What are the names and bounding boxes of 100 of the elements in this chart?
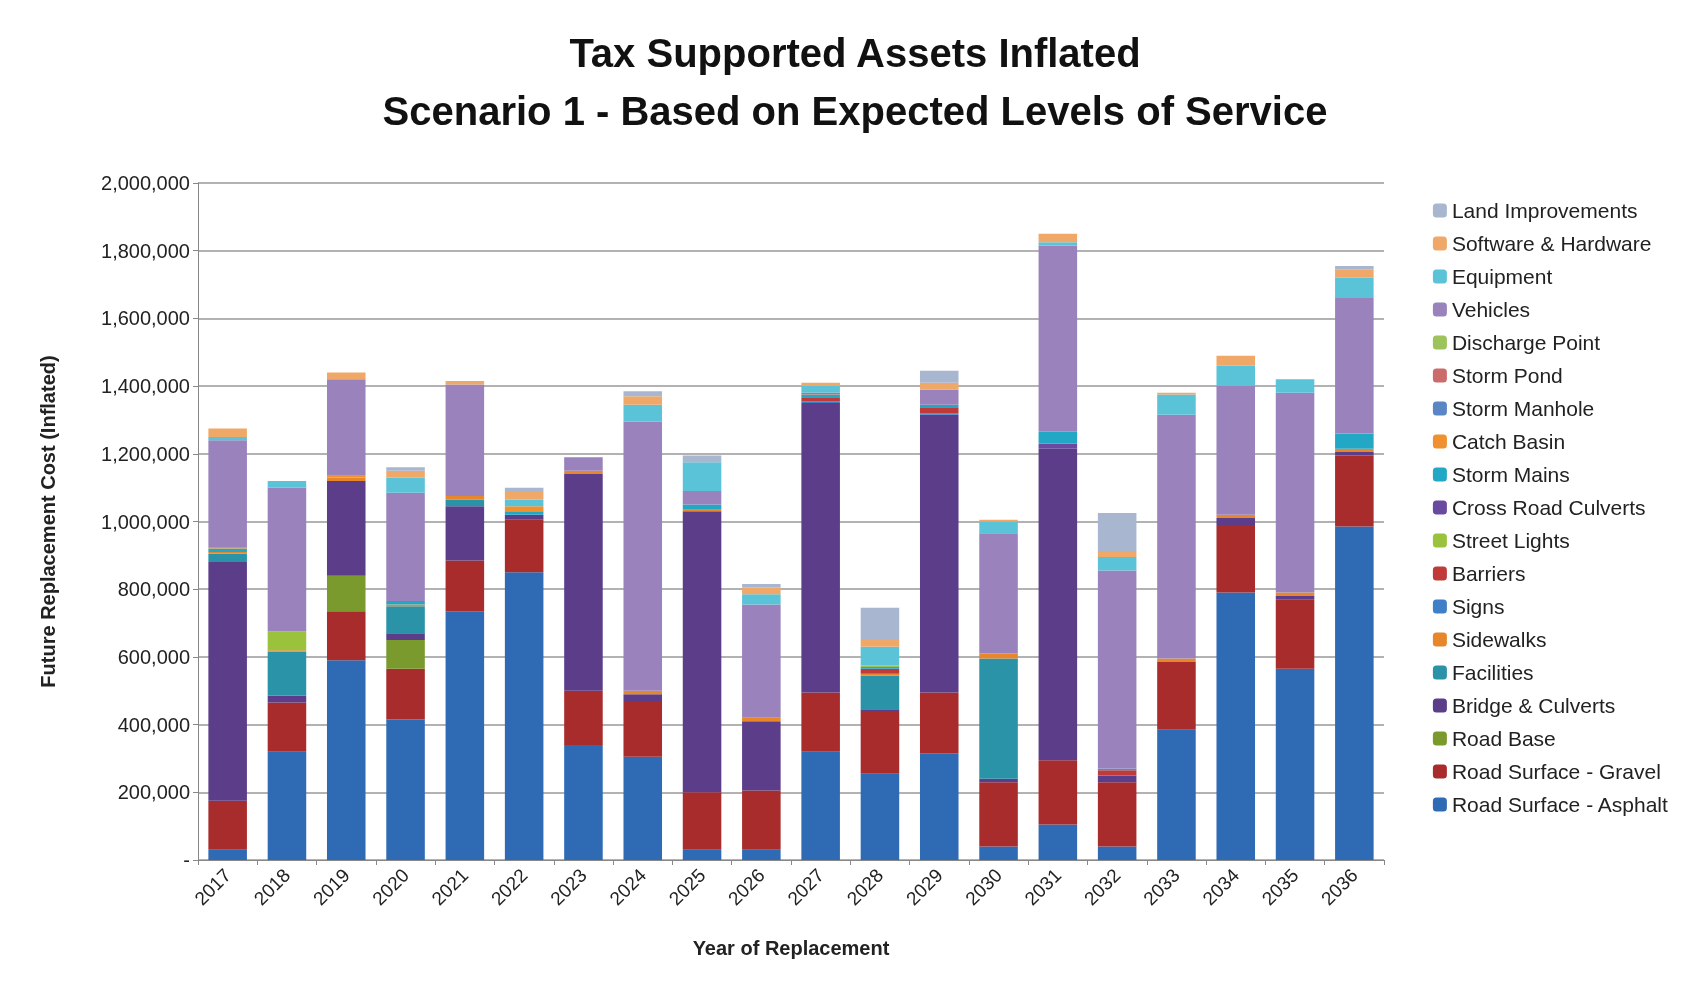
legend-label: Facilities	[1451, 661, 1534, 684]
legend-label: Road Surface - Asphalt	[1451, 793, 1669, 816]
legend-label: Storm Mains	[1451, 463, 1570, 486]
bar	[504, 572, 544, 860]
bar	[267, 631, 307, 651]
bar	[386, 492, 425, 602]
bar	[682, 504, 722, 510]
bar	[267, 695, 307, 703]
legend-label: Barriers	[1451, 562, 1526, 585]
bar	[1216, 514, 1256, 519]
bar	[208, 849, 247, 860]
bar	[742, 721, 781, 791]
bar	[623, 396, 663, 405]
bar	[742, 717, 781, 722]
y-tick-label: 200,000	[117, 781, 190, 804]
bar	[1216, 524, 1256, 593]
bar	[267, 480, 307, 488]
bar	[564, 474, 603, 691]
bar	[919, 692, 959, 754]
bar	[623, 421, 663, 691]
bar	[1038, 431, 1078, 444]
bar	[1097, 557, 1137, 571]
bar	[623, 391, 663, 397]
bar	[979, 533, 1018, 654]
bar	[1097, 551, 1137, 558]
bar	[682, 455, 722, 463]
bar	[919, 404, 959, 409]
bar	[208, 436, 247, 441]
bar	[326, 372, 366, 380]
bar	[801, 386, 840, 393]
bar	[386, 719, 425, 860]
bar	[445, 611, 485, 860]
bar	[1157, 394, 1196, 415]
bar	[504, 511, 544, 515]
y-tick-label: 600,000	[117, 645, 190, 668]
bar	[326, 611, 366, 661]
bar	[386, 606, 425, 634]
legend-label: Cross Road Culverts	[1451, 496, 1646, 519]
bar	[1157, 729, 1196, 860]
bar	[979, 778, 1018, 783]
bar	[1216, 518, 1256, 525]
bar	[623, 404, 663, 422]
bar	[623, 756, 663, 860]
bar	[742, 604, 781, 718]
bar	[1335, 269, 1374, 278]
legend-label: Bridge & Culverts	[1451, 694, 1616, 717]
bar	[386, 470, 425, 478]
bar	[1216, 365, 1256, 387]
bar	[682, 792, 722, 850]
bar	[326, 575, 366, 612]
bar	[1038, 760, 1078, 825]
bar	[1275, 379, 1315, 393]
bar	[1335, 448, 1374, 453]
bar	[860, 675, 900, 710]
y-tick-label: 1,600,000	[101, 307, 190, 330]
bar	[564, 470, 603, 475]
bar	[742, 849, 781, 860]
bar	[742, 587, 781, 595]
bar	[1216, 355, 1256, 366]
bar	[1157, 414, 1196, 659]
bar	[386, 639, 425, 669]
legend-label: Street Lights	[1451, 529, 1570, 552]
legend-label: Storm Manhole	[1451, 397, 1595, 420]
bar	[801, 692, 840, 752]
bar	[919, 382, 959, 390]
bar	[1157, 661, 1196, 730]
bar	[860, 646, 900, 666]
bar	[1335, 526, 1374, 860]
bar	[1335, 433, 1374, 449]
bar	[445, 384, 485, 497]
bar	[1097, 775, 1137, 783]
bar	[801, 751, 840, 860]
bar	[1275, 668, 1315, 860]
bar	[742, 594, 781, 605]
y-tick-label: 2,000,000	[101, 172, 190, 194]
bar	[1038, 824, 1078, 860]
legend-label: Signs	[1451, 595, 1505, 618]
bar	[504, 514, 544, 520]
bar	[623, 690, 663, 695]
bar	[682, 491, 722, 505]
bar	[1216, 386, 1256, 515]
legend-label: Land Improvements	[1451, 199, 1638, 222]
bar	[1038, 242, 1078, 246]
bar	[504, 519, 544, 573]
bar	[1216, 592, 1256, 860]
chart-title: Tax Supported Assets Inflated	[569, 31, 1141, 75]
y-tick-label: 1,400,000	[101, 375, 190, 398]
bar	[742, 790, 781, 850]
bar	[1335, 298, 1374, 434]
bar	[919, 414, 959, 693]
bar	[682, 849, 722, 860]
bar	[623, 700, 663, 757]
bar	[1275, 599, 1315, 669]
bar	[919, 389, 959, 405]
legend-label: Storm Pond	[1451, 364, 1563, 387]
bar	[682, 511, 722, 793]
legend-label: Vehicles	[1451, 298, 1531, 321]
x-axis-title: Year of Replacement	[692, 937, 890, 959]
legend-label: Discharge Point	[1451, 331, 1601, 354]
legend-label: Road Base	[1451, 727, 1556, 750]
